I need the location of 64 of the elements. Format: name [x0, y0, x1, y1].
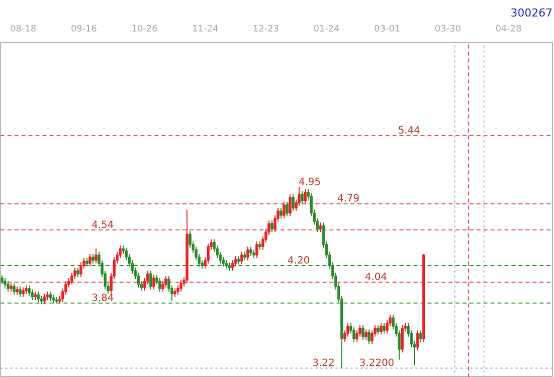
candlestick [43, 293, 46, 305]
annotation: 4.04 [364, 272, 388, 284]
candlestick [319, 222, 322, 232]
candlestick [400, 324, 404, 353]
candlestick [30, 289, 34, 301]
candlestick [362, 324, 364, 340]
candlestick [180, 280, 182, 292]
candlestick [4, 278, 6, 288]
candlestick [152, 274, 156, 290]
x-tick-label: 09-16 [70, 24, 98, 34]
candlestick [280, 207, 282, 219]
candlestick [288, 194, 292, 217]
candlestick [368, 328, 370, 344]
candlestick [94, 248, 98, 264]
annotation: 4.79 [337, 194, 360, 205]
x-tick-label: 10-26 [131, 24, 158, 34]
candlestick [231, 260, 234, 272]
annotation: 4.95 [298, 176, 321, 188]
candlestick [92, 253, 94, 264]
candlestick [286, 201, 289, 217]
x-tick-label: 04-28 [495, 24, 522, 34]
candlestick [416, 330, 419, 351]
annotation: 4.20 [288, 255, 310, 266]
x-tick-label: 01-24 [313, 24, 340, 34]
candlestick [28, 284, 31, 296]
candlestick [88, 253, 92, 268]
x-tick-label: 03-30 [434, 24, 462, 34]
candlestick [249, 246, 252, 257]
candlestick [292, 194, 295, 212]
candlestick [158, 278, 162, 292]
x-tick-label: 03-01 [374, 24, 400, 34]
candlestick [380, 322, 383, 336]
candlestick [282, 201, 286, 219]
annotation: 3.2200 [359, 358, 394, 370]
annotation: 3.22 [312, 358, 335, 370]
candlestick [37, 291, 40, 303]
annotation: 4.54 [92, 220, 114, 231]
candlestick [6, 280, 10, 292]
candlestick [240, 251, 244, 265]
candlestick [164, 275, 168, 288]
candlestick [149, 270, 152, 290]
candlestick [364, 328, 368, 340]
x-tick-label: 12-23 [252, 24, 279, 34]
x-tick-label: 11-24 [192, 24, 219, 34]
candlestick [0, 274, 4, 285]
candlestick [22, 286, 25, 298]
candlestick [18, 286, 22, 298]
annotation: 5.44 [398, 126, 420, 137]
x-tick-label: 08-18 [10, 24, 37, 34]
chart-title: 300267 [510, 6, 553, 20]
annotation: 3.84 [92, 293, 114, 304]
candlestick [79, 262, 82, 278]
candlestick [304, 188, 307, 204]
candlestick [352, 326, 356, 342]
candlestick [76, 267, 80, 278]
candlestick [376, 324, 380, 336]
candlestick [300, 190, 304, 204]
candlestick [12, 282, 16, 296]
candlestick [419, 330, 422, 342]
candlestick [255, 240, 258, 259]
candlestick [234, 256, 237, 268]
candlestick [270, 220, 274, 232]
candlestick [382, 322, 386, 334]
candlestick [49, 291, 52, 302]
